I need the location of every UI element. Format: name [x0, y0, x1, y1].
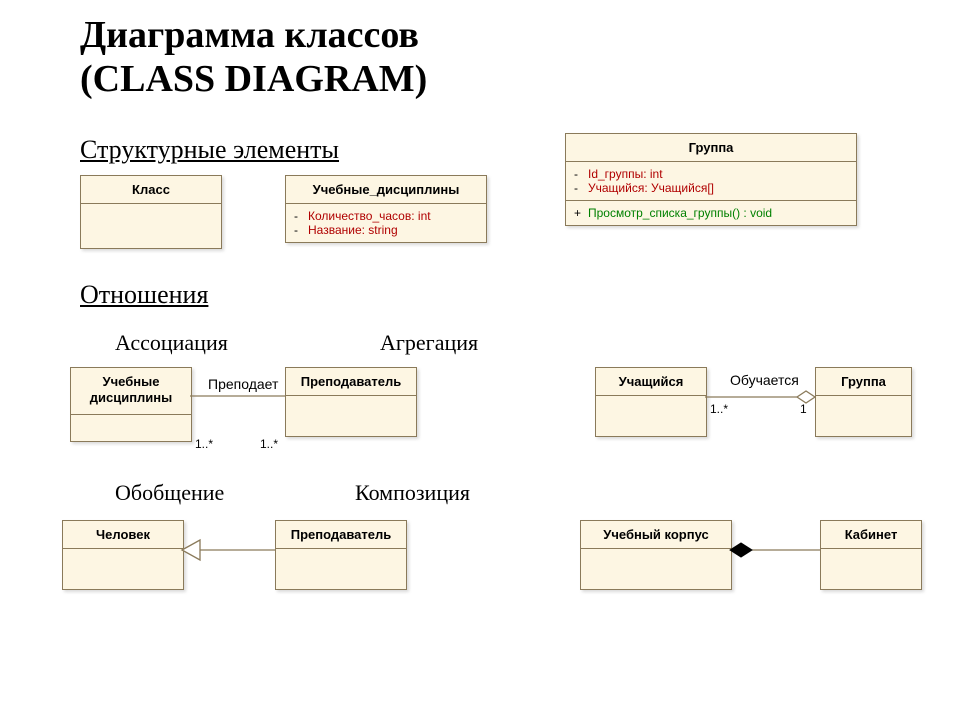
comp-right-box: Кабинет	[820, 520, 922, 590]
section-relations: Отношения	[80, 280, 208, 310]
gen-connector	[182, 538, 275, 562]
title-line-1: Диаграмма классов	[80, 14, 419, 56]
gen-left-name: Человек	[63, 521, 183, 549]
assoc-right-name: Преподаватель	[286, 368, 416, 396]
uml-group-ops: +Просмотр_списка_группыvoid	[566, 201, 856, 225]
uml-disciplines-name: Учебные_дисциплины	[286, 176, 486, 204]
label-aggregation: Агрегация	[380, 330, 478, 356]
comp-left-name: Учебный корпус	[581, 521, 731, 549]
aggr-left-name: Учащийся	[596, 368, 706, 396]
uml-disciplines-box: Учебные_дисциплины -Количество_часовint …	[285, 175, 487, 243]
aggr-left-box: Учащийся	[595, 367, 707, 437]
uml-group-attrs: -Id_группыint -УчащийсяУчащийся[]	[566, 162, 856, 201]
slide: Диаграмма классов (CLASS DIAGRAM) Структ…	[0, 0, 960, 720]
page-title: Диаграмма классов (CLASS DIAGRAM)	[80, 14, 427, 101]
uml-group-box: Группа -Id_группыint -УчащийсяУчащийся[]…	[565, 133, 857, 226]
aggr-right-box: Группа	[815, 367, 912, 437]
assoc-right-box: Преподаватель	[285, 367, 417, 437]
label-association: Ассоциация	[115, 330, 228, 356]
title-line-2: (CLASS DIAGRAM)	[80, 58, 427, 100]
gen-right-box: Преподаватель	[275, 520, 407, 590]
label-composition: Композиция	[355, 480, 470, 506]
assoc-left-box: Учебные дисциплины	[70, 367, 192, 442]
uml-disciplines-attrs: -Количество_часовint -Названиеstring	[286, 204, 486, 242]
comp-right-name: Кабинет	[821, 521, 921, 549]
assoc-edge-label: Преподает	[208, 376, 278, 392]
aggr-right-name: Группа	[816, 368, 911, 396]
uml-class-name: Класс	[81, 176, 221, 204]
uml-class-attrs-empty	[81, 204, 221, 248]
assoc-mult-left: 1..*	[195, 437, 213, 451]
label-generalization: Обобщение	[115, 480, 224, 506]
assoc-mult-right: 1..*	[260, 437, 278, 451]
uml-class-box: Класс	[80, 175, 222, 249]
comp-left-box: Учебный корпус	[580, 520, 732, 590]
aggr-mult-left: 1..*	[710, 402, 728, 416]
assoc-connector	[190, 395, 285, 397]
section-structural-elements: Структурные элементы	[80, 135, 339, 165]
aggr-mult-right: 1	[800, 402, 807, 416]
gen-right-name: Преподаватель	[276, 521, 406, 549]
aggr-edge-label: Обучается	[730, 372, 799, 388]
assoc-left-name: Учебные дисциплины	[71, 368, 191, 415]
gen-left-box: Человек	[62, 520, 184, 590]
uml-group-name: Группа	[566, 134, 856, 162]
comp-connector	[730, 540, 820, 560]
